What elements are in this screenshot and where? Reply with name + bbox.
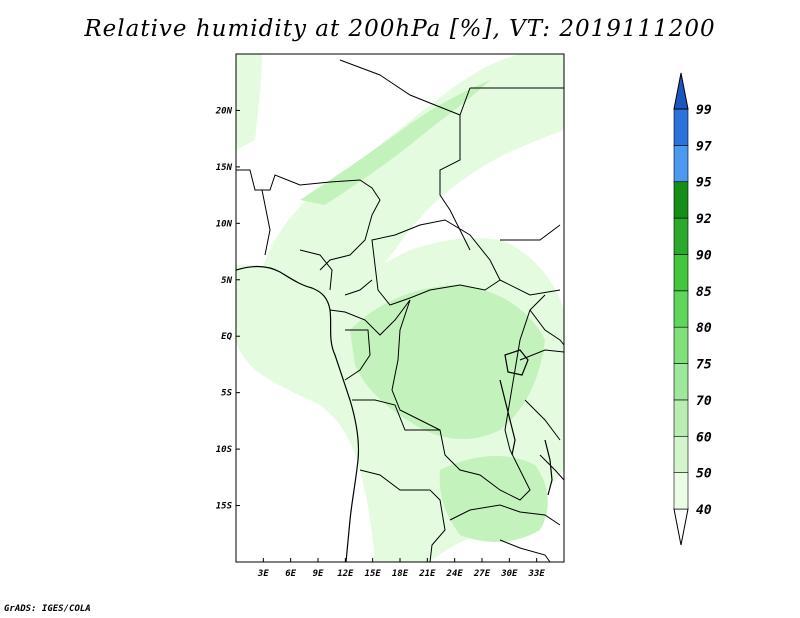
colorbar-segment-6 [673, 254, 689, 292]
lon-tick-label-9: 30E [500, 569, 518, 579]
humidity-west-strip [236, 54, 262, 150]
colorbar-label-11: 99 [696, 103, 712, 118]
border-nigeria-cameroon [261, 189, 373, 296]
border-drc [391, 294, 546, 501]
colorbar-segment-above [673, 72, 689, 110]
border-chad-libya [339, 59, 471, 251]
border-congo [329, 299, 411, 381]
lat-tick-label-1: 15N [216, 163, 233, 173]
lat-tick-label-0: 20N [215, 106, 233, 116]
colorbar-segment-3 [673, 363, 689, 401]
colorbar-segment-0 [673, 472, 689, 510]
humidity-streak-north [300, 80, 490, 205]
colorbar-label-2: 60 [696, 430, 712, 445]
humidity-southeast [439, 455, 548, 542]
lon-tick-label-0: 3E [257, 569, 269, 579]
colorbar-label-7: 90 [696, 248, 712, 263]
humidity-shading [236, 54, 564, 562]
lon-tick-label-3: 12E [337, 569, 354, 579]
colorbar-segment-7 [673, 217, 689, 255]
lat-tick-label-6: 10S [216, 445, 233, 455]
colorbar-segment-5 [673, 290, 689, 328]
colorbar-label-4: 75 [696, 358, 712, 373]
border-sudan [459, 87, 564, 296]
colorbar: 40 50 60 70 75 80 85 90 92 95 97 99 [673, 72, 712, 546]
colorbar-label-8: 92 [696, 212, 712, 227]
lat-tick-label-7: 15S [216, 502, 233, 512]
latitude-axis: 20N 15N 10N 5N EQ 5S 10S 15S [215, 106, 240, 512]
colorbar-segment-9 [673, 145, 689, 183]
lon-tick-label-2: 9E [313, 569, 324, 579]
colorbar-label-1: 50 [696, 467, 712, 482]
border-car [371, 219, 501, 306]
map-title: Relative humidity at 200hPa [%], VT: 201… [84, 16, 716, 42]
colorbar-segment-2 [673, 399, 689, 437]
west-africa-coastline [236, 265, 360, 562]
lon-tick-label-1: 6E [285, 569, 296, 579]
credit-text: GrADS: IGES/COLA [4, 604, 91, 614]
lon-tick-label-4: 15E [365, 569, 382, 579]
country-borders [236, 59, 564, 562]
lat-tick-label-5: 5S [221, 389, 232, 399]
lon-tick-label-6: 21E [418, 569, 436, 579]
border-sahel-west [236, 169, 381, 271]
lake-malawi [544, 439, 553, 496]
colorbar-label-3: 70 [696, 394, 712, 409]
colorbar-label-10: 97 [696, 139, 712, 154]
border-angola [352, 399, 446, 562]
colorbar-segment-1 [673, 435, 689, 473]
lon-tick-label-10: 33E [528, 569, 546, 579]
border-zambia [449, 504, 561, 562]
lat-tick-label-4: EQ [221, 332, 232, 342]
lake-tanganyika [499, 379, 516, 456]
lon-tick-label-8: 27E [473, 569, 491, 579]
lon-tick-label-5: 18E [392, 569, 409, 579]
colorbar-label-9: 95 [696, 176, 712, 191]
colorbar-label-6: 85 [696, 285, 712, 300]
colorbar-segment-10 [673, 108, 689, 146]
colorbar-label-0: 40 [696, 503, 712, 518]
lon-tick-label-7: 24E [446, 569, 464, 579]
humidity-band-north [255, 54, 564, 310]
colorbar-segment-below [673, 508, 689, 546]
lat-tick-label-2: 10N [216, 219, 233, 229]
longitude-axis: 3E 6E 9E 12E 15E 18E 21E 24E 27E 30E 33E [257, 558, 545, 579]
border-east-africa [519, 309, 564, 481]
lake-victoria [504, 349, 529, 376]
colorbar-segment-8 [673, 181, 689, 219]
colorbar-label-5: 80 [696, 321, 712, 336]
humidity-central-core [350, 285, 545, 440]
colorbar-segment-4 [673, 326, 689, 364]
lat-tick-label-3: 5N [221, 276, 232, 286]
